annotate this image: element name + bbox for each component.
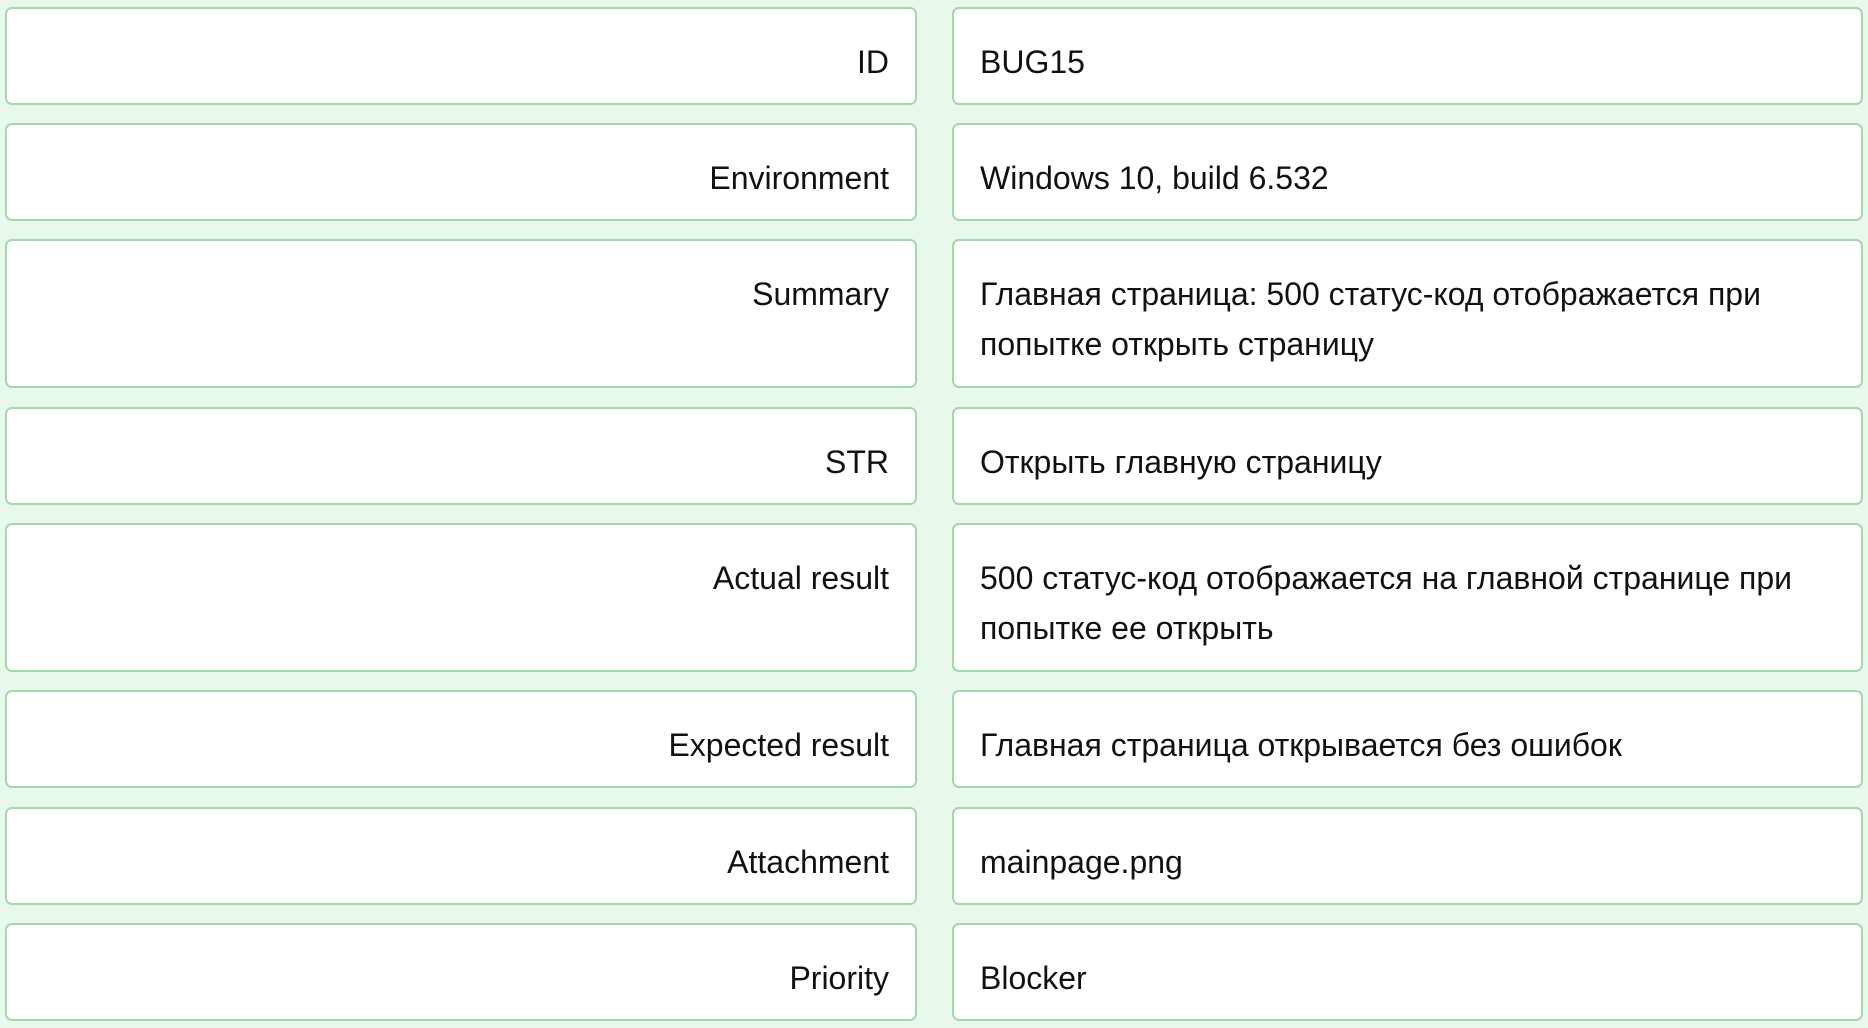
row-environment: Environment Windows 10, build 6.532 (0, 123, 1868, 221)
field-value: BUG15 (952, 7, 1863, 105)
field-label: Expected result (5, 690, 917, 788)
field-label: Attachment (5, 807, 917, 905)
field-value: Открыть главную страницу (952, 407, 1863, 505)
field-label: Environment (5, 123, 917, 221)
row-expected-result: Expected result Главная страница открыва… (0, 690, 1868, 788)
row-id: ID BUG15 (0, 7, 1868, 105)
field-value: Windows 10, build 6.532 (952, 123, 1863, 221)
field-value: 500 статус-код отображается на главной с… (952, 523, 1863, 672)
row-actual-result: Actual result 500 статус-код отображаетс… (0, 523, 1868, 672)
field-label: ID (5, 7, 917, 105)
row-str: STR Открыть главную страницу (0, 407, 1868, 505)
field-value: Blocker (952, 923, 1863, 1021)
row-priority: Priority Blocker (0, 923, 1868, 1021)
field-label: Priority (5, 923, 917, 1021)
field-value: mainpage.png (952, 807, 1863, 905)
field-value: Главная страница: 500 статус-код отображ… (952, 239, 1863, 388)
row-attachment: Attachment mainpage.png (0, 807, 1868, 905)
field-label: STR (5, 407, 917, 505)
row-summary: Summary Главная страница: 500 статус-код… (0, 239, 1868, 388)
field-label: Actual result (5, 523, 917, 672)
field-label: Summary (5, 239, 917, 388)
field-value: Главная страница открывается без ошибок (952, 690, 1863, 788)
